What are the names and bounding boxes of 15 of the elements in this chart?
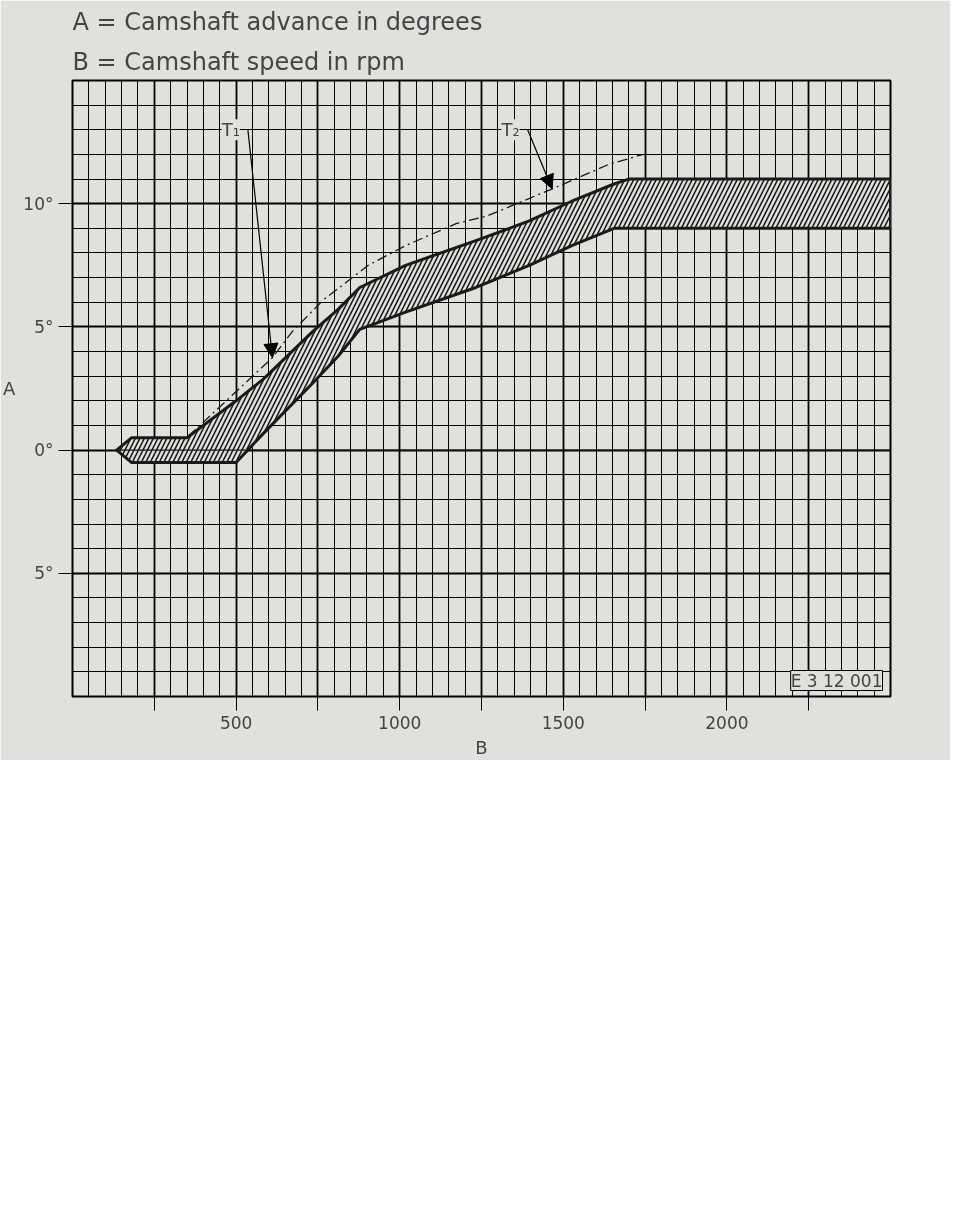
x-axis-title: B xyxy=(475,736,488,758)
x-tick-label: 500 xyxy=(219,712,253,733)
annotation: E 3 12 001 xyxy=(790,670,883,691)
y-tick-label: 0° xyxy=(34,440,54,461)
x-tick-label: 2000 xyxy=(705,712,749,733)
x-tick-label: 1000 xyxy=(378,712,422,733)
annotation: T₂ xyxy=(500,119,520,141)
y-tick-label: 10° xyxy=(23,193,54,214)
x-tick-label: 1500 xyxy=(541,712,585,733)
y-tick-label: 5° xyxy=(34,563,54,584)
chart-subtitle: B = Camshaft speed in rpm xyxy=(72,47,405,76)
annotation: T₁ xyxy=(220,119,240,141)
y-tick-label: 5° xyxy=(34,316,54,337)
chart-title: A = Camshaft advance in degrees xyxy=(72,7,483,36)
y-axis-title: A xyxy=(3,378,17,399)
